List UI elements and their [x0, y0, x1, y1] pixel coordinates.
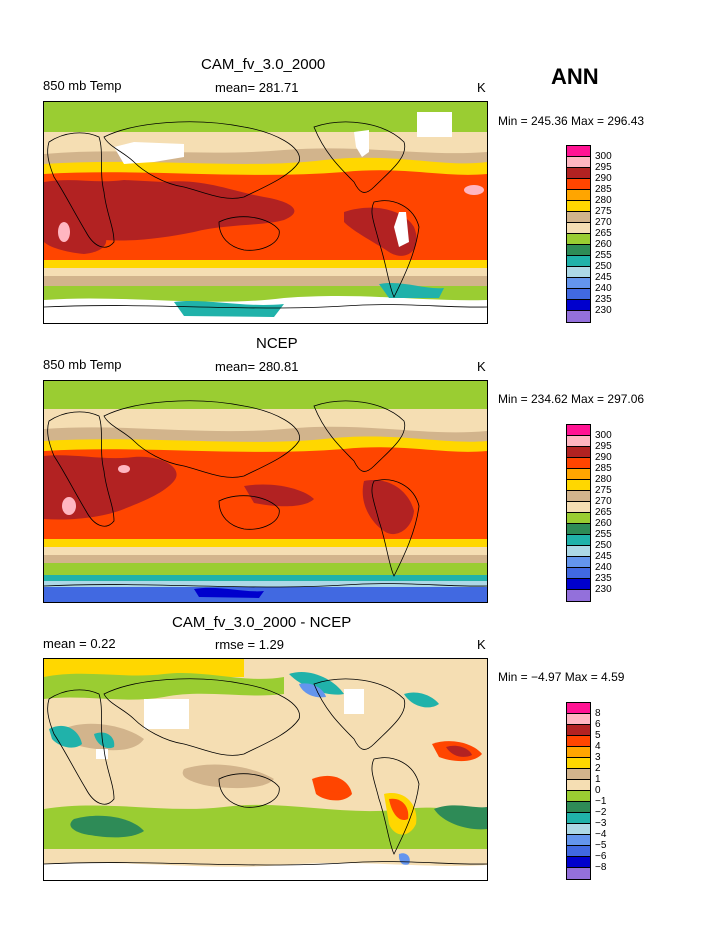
panel2-variable-label: 850 mb Temp [43, 357, 122, 372]
legend-label: 245 [595, 551, 612, 562]
legend-label: −6 [595, 851, 607, 862]
legend-label: −2 [595, 807, 607, 818]
panel3-field [44, 659, 487, 880]
legend-label: 275 [595, 485, 612, 496]
panel3-units-label: K [477, 637, 486, 652]
legend-label: −1 [595, 796, 607, 807]
legend-label: 285 [595, 463, 612, 474]
legend-label: 3 [595, 752, 601, 763]
legend-label: 250 [595, 540, 612, 551]
legend-label: 0 [595, 785, 601, 796]
legend-label: −3 [595, 818, 607, 829]
panel3-rmse-label: rmse = 1.29 [215, 637, 285, 652]
legend-swatch [566, 310, 591, 323]
legend-label: 1 [595, 774, 601, 785]
panel1-mean-label: mean= 281.71 [215, 80, 299, 95]
panel1-variable-label: 850 mb Temp [43, 78, 122, 93]
panel3-mean-label: mean = 0.22 [43, 636, 116, 651]
panel2-title: NCEP [256, 335, 298, 352]
legend-label: −5 [595, 840, 607, 851]
legend-label: −4 [595, 829, 607, 840]
panel2-mean-label: mean= 280.81 [215, 359, 299, 374]
legend-label: −8 [595, 862, 607, 873]
panel3-map [43, 658, 488, 881]
season-label: ANN [551, 64, 599, 89]
panel1-field [44, 102, 487, 323]
legend-label: 6 [595, 719, 601, 730]
panel3-title: CAM_fv_3.0_2000 - NCEP [172, 614, 352, 631]
legend-label: 235 [595, 573, 612, 584]
legend-label: 285 [595, 184, 612, 195]
legend-label: 8 [595, 708, 601, 719]
legend-label: 240 [595, 562, 612, 573]
legend-label: 255 [595, 529, 612, 540]
legend-label: 5 [595, 730, 601, 741]
legend-label: 255 [595, 250, 612, 261]
legend-label: 300 [595, 430, 612, 441]
legend-swatch [566, 589, 591, 602]
legend-label: 265 [595, 507, 612, 518]
legend-label: 265 [595, 228, 612, 239]
legend-label: 2 [595, 763, 601, 774]
legend-label: 290 [595, 452, 612, 463]
legend-label: 295 [595, 441, 612, 452]
legend-label: 280 [595, 474, 612, 485]
legend-label: 280 [595, 195, 612, 206]
panel3-minmax: Min = −4.97 Max = 4.59 [498, 670, 625, 684]
legend-label: 275 [595, 206, 612, 217]
panel2-units-label: K [477, 359, 486, 374]
panel1-minmax: Min = 245.36 Max = 296.43 [498, 114, 645, 128]
legend-label: 230 [595, 584, 612, 595]
panel1-units-label: K [477, 80, 486, 95]
legend-label: 260 [595, 518, 612, 529]
legend-label: 300 [595, 151, 612, 162]
legend-label: 270 [595, 217, 612, 228]
legend-label: 290 [595, 173, 612, 184]
panel2-field [44, 381, 487, 602]
legend-label: 240 [595, 283, 612, 294]
panel2-map [43, 380, 488, 603]
legend-label: 230 [595, 305, 612, 316]
legend-label: 295 [595, 162, 612, 173]
legend-label: 235 [595, 294, 612, 305]
legend-label: 4 [595, 741, 601, 752]
legend-label: 260 [595, 239, 612, 250]
panel2-minmax: Min = 234.62 Max = 297.06 [498, 392, 645, 406]
legend-label: 245 [595, 272, 612, 283]
legend-swatch [566, 867, 591, 880]
legend-label: 250 [595, 261, 612, 272]
panel1-title: CAM_fv_3.0_2000 [201, 56, 326, 73]
legend-label: 270 [595, 496, 612, 507]
panel1-map [43, 101, 488, 324]
